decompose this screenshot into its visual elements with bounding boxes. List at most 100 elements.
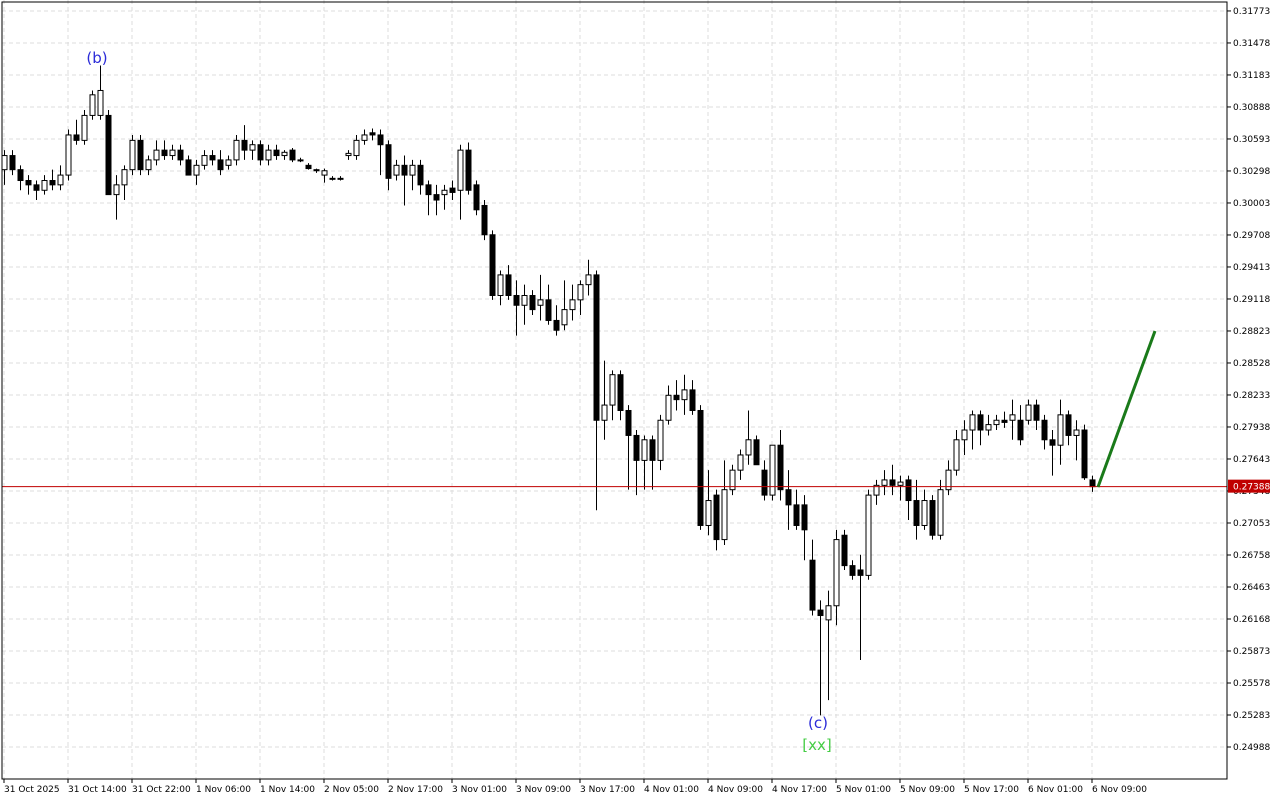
candle-body — [1089, 479, 1096, 488]
candle-body — [281, 151, 288, 157]
candle-body — [273, 149, 280, 157]
candle-body — [777, 444, 784, 491]
candle-body — [545, 299, 552, 321]
candle-body — [513, 295, 520, 306]
candle-body — [865, 494, 872, 576]
candle-body — [137, 139, 144, 171]
candle-body — [641, 439, 648, 461]
candle-body — [1009, 414, 1016, 421]
candle-body — [65, 134, 72, 176]
candle-body — [25, 180, 32, 186]
candle-body — [113, 184, 120, 196]
candle-body — [401, 164, 408, 176]
wave-label: [xx] — [802, 736, 831, 754]
y-tick-label: 0.30593 — [1233, 135, 1270, 145]
candle-body — [809, 559, 816, 611]
candle-body — [657, 419, 664, 461]
candle-body — [9, 155, 16, 171]
candle-body — [985, 424, 992, 431]
candle-body — [689, 389, 696, 411]
y-tick-label: 0.29708 — [1233, 231, 1270, 241]
candle-body — [297, 159, 304, 162]
candle-body — [217, 159, 224, 171]
candle-body — [481, 204, 488, 236]
y-tick-label: 0.29413 — [1233, 263, 1270, 273]
candle-body — [841, 534, 848, 567]
candle-body — [529, 295, 536, 311]
candle-body — [673, 394, 680, 401]
candle-body — [385, 144, 392, 179]
candle-body — [801, 504, 808, 531]
candle-body — [81, 114, 88, 141]
candle-body — [857, 569, 864, 576]
candle-body — [129, 139, 136, 171]
y-tick-label: 0.29118 — [1233, 295, 1270, 305]
y-tick-label: 0.25873 — [1233, 647, 1270, 657]
y-tick-label: 0.27053 — [1233, 519, 1270, 529]
candle-body — [489, 234, 496, 297]
candle-body — [201, 155, 208, 166]
candle-body — [57, 174, 64, 186]
candle-body — [537, 299, 544, 306]
candle-body — [505, 274, 512, 297]
forecast-line — [1096, 330, 1157, 488]
candle-body — [153, 149, 160, 161]
candle-body — [425, 184, 432, 196]
candle-body — [585, 274, 592, 286]
candle-body — [497, 274, 504, 297]
candle-body — [969, 414, 976, 431]
candle-body — [361, 134, 368, 141]
candle-body — [145, 159, 152, 171]
candle-body — [441, 189, 448, 196]
candle-body — [121, 169, 128, 186]
candle-body — [1033, 404, 1040, 421]
y-tick-label: 0.31773 — [1233, 7, 1270, 17]
candle-body — [889, 479, 896, 486]
candle-body — [649, 439, 656, 461]
y-tick-label: 0.30003 — [1233, 199, 1270, 209]
candle-body — [97, 89, 104, 116]
candle-body — [625, 409, 632, 436]
x-tick-label: 5 Nov 09:00 — [900, 785, 955, 795]
wave-label: (b) — [86, 49, 107, 67]
y-tick-label: 0.26758 — [1233, 551, 1270, 561]
candle-body — [881, 479, 888, 486]
candle-body — [169, 149, 176, 157]
candle-body — [33, 184, 40, 191]
x-tick-label: 2 Nov 05:00 — [324, 785, 379, 795]
candle-body — [921, 500, 928, 526]
candle-body — [105, 114, 112, 196]
candle-body — [553, 319, 560, 331]
x-tick-label: 4 Nov 09:00 — [708, 785, 763, 795]
candle-body — [705, 500, 712, 526]
candle-body — [577, 284, 584, 301]
candle-body — [745, 439, 752, 456]
wave-label: (c) — [808, 714, 828, 732]
candle-body — [609, 374, 616, 406]
candle-body — [185, 159, 192, 176]
candle-body — [761, 469, 768, 496]
x-tick-label: 5 Nov 17:00 — [964, 785, 1019, 795]
candle-body — [737, 454, 744, 471]
candle-body — [49, 180, 56, 186]
candle-body — [433, 194, 440, 201]
candle-body — [601, 404, 608, 421]
y-tick-label: 0.27938 — [1233, 423, 1270, 433]
candle-body — [417, 164, 424, 186]
candle-body — [353, 139, 360, 157]
candles — [1, 65, 1227, 716]
candle-body — [593, 274, 600, 421]
x-tick-label: 3 Nov 09:00 — [516, 785, 571, 795]
x-tick-label: 1 Nov 06:00 — [196, 785, 251, 795]
candle-body — [873, 484, 880, 496]
candle-body — [41, 180, 48, 191]
candle-body — [1081, 429, 1088, 479]
plot-border — [1, 1, 1228, 780]
y-tick-label: 0.28528 — [1233, 359, 1270, 369]
y-tick-label: 0.28233 — [1233, 391, 1270, 401]
candle-body — [73, 134, 80, 141]
candle-body — [561, 309, 568, 326]
current-price-box — [1228, 479, 1270, 493]
